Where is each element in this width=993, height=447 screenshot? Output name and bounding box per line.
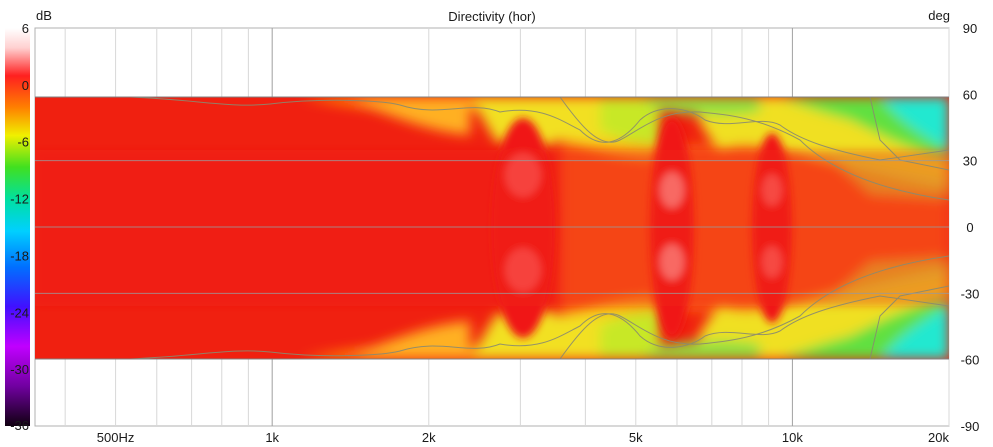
chart-title: Directivity (hor) [448, 9, 535, 24]
x-axis-ticks: 500Hz 1k 2k 5k 10k 20k [97, 430, 950, 445]
colorbar-tick-label: 6 [22, 21, 29, 36]
x-tick-label: 500Hz [97, 430, 135, 445]
x-tick-label: 1k [265, 430, 279, 445]
colorbar-tick-label: -12 [10, 192, 29, 207]
colorbar-ticks: 6 0 -6 -12 -18 -24 -30 -36 [10, 21, 29, 433]
colorbar-tick-label: 0 [22, 78, 29, 93]
right-axis-unit: deg [928, 8, 950, 23]
colorbar-unit: dB [36, 8, 52, 23]
x-tick-label: 20k [928, 430, 949, 445]
y-tick-label: -90 [961, 419, 980, 434]
colorbar-tick-label: -30 [10, 362, 29, 377]
heatmap [35, 97, 949, 359]
x-tick-label: 10k [782, 430, 803, 445]
y-gridlines [35, 160, 949, 294]
y-tick-label: 0 [966, 220, 973, 235]
y-tick-label: 30 [963, 154, 977, 169]
colorbar-tick-label: -6 [17, 135, 29, 150]
colorbar-tick-label: -24 [10, 305, 29, 320]
y-tick-label: 90 [963, 21, 977, 36]
y-tick-label: -30 [961, 286, 980, 301]
contour-lines [129, 97, 949, 359]
y-tick-label: 60 [963, 87, 977, 102]
x-tick-label: 2k [422, 430, 436, 445]
colorbar-tick-label: -18 [10, 248, 29, 263]
colorbar-tick-label: -36 [10, 418, 29, 433]
y-tick-label: -60 [961, 353, 980, 368]
colorbar [5, 28, 30, 426]
y-axis-ticks: 90 60 30 0 -30 -60 -90 [961, 21, 980, 434]
x-tick-label: 5k [629, 430, 643, 445]
